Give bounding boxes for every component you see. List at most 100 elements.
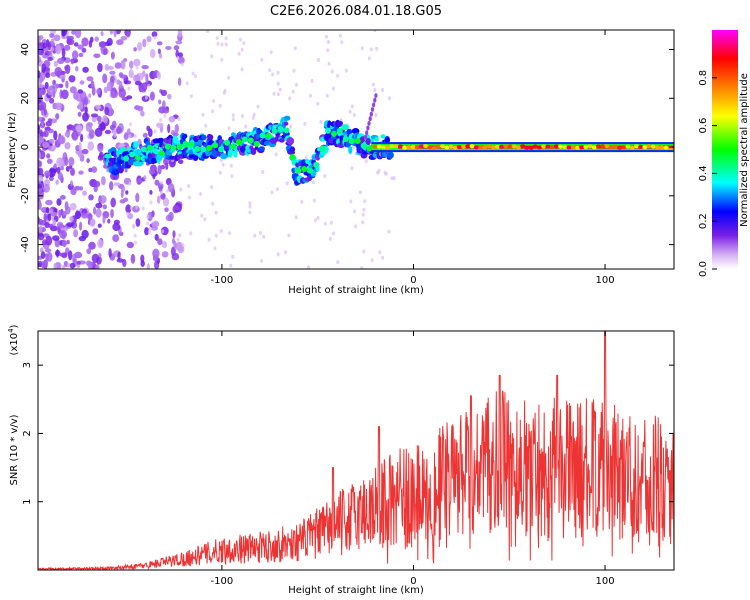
noise-blob — [291, 89, 295, 94]
noise-blob — [381, 88, 385, 92]
noise-blob — [95, 208, 102, 218]
noise-blob — [157, 182, 164, 190]
spectral-blob — [336, 120, 343, 126]
noise-blob — [146, 263, 150, 269]
noise-blob — [38, 116, 43, 122]
noise-blob — [71, 50, 79, 60]
noise-blob — [133, 233, 137, 238]
noise-blob — [229, 263, 233, 268]
noise-blob — [177, 56, 185, 64]
carrier-blob — [591, 145, 597, 150]
noise-blob — [46, 252, 53, 262]
noise-blob — [64, 156, 69, 167]
noise-blob — [88, 241, 96, 250]
noise-blob — [363, 199, 367, 204]
noise-blob — [40, 101, 47, 111]
noise-blob — [110, 208, 114, 219]
noise-blob — [219, 158, 223, 163]
spectral-blob — [348, 146, 353, 155]
noise-blob — [91, 253, 100, 263]
carrier-blob — [575, 145, 580, 150]
noise-blob — [344, 68, 348, 73]
noise-blob — [77, 111, 82, 117]
carrier-blob — [596, 144, 601, 149]
noise-blob — [133, 74, 138, 82]
spectrogram-x-ticks: -100 0 100 — [211, 30, 615, 286]
noise-blob — [260, 57, 264, 62]
noise-blob — [215, 36, 219, 41]
noise-blob — [164, 207, 169, 213]
noise-blob — [91, 86, 96, 96]
noise-blob — [240, 47, 244, 52]
noise-blob — [327, 61, 331, 66]
noise-blob — [70, 58, 75, 65]
noise-blob — [60, 195, 66, 200]
spectral-blob — [364, 134, 368, 140]
noise-blob — [136, 178, 143, 184]
noise-blob — [276, 81, 280, 86]
noise-blob — [86, 158, 90, 164]
noise-blob — [75, 65, 79, 72]
noise-blob — [38, 48, 41, 56]
spectral-blob — [201, 134, 207, 140]
noise-blob — [74, 210, 81, 220]
noise-blob — [147, 83, 151, 88]
carrier-blob — [617, 145, 623, 150]
noise-blob — [38, 71, 46, 82]
noise-blob — [360, 266, 364, 269]
noise-blob — [360, 46, 364, 51]
noise-blob — [271, 72, 275, 77]
noise-blob — [97, 239, 104, 249]
noise-blob — [113, 30, 117, 38]
x-tick-label: -100 — [211, 275, 234, 286]
colorbar-gradient — [712, 30, 738, 269]
noise-blob — [275, 187, 279, 192]
noise-blob — [70, 167, 75, 176]
noise-blob — [159, 118, 163, 122]
spectral-blob — [372, 102, 376, 108]
noise-blob — [151, 221, 158, 227]
noise-blob — [325, 93, 329, 98]
noise-blob — [300, 199, 304, 204]
noise-blob — [175, 40, 183, 45]
carrier-blob — [537, 145, 542, 150]
noise-blob — [59, 252, 68, 258]
noise-blob — [38, 233, 45, 241]
noise-blob — [44, 248, 52, 253]
carrier-blob — [545, 144, 551, 149]
noise-blob — [47, 212, 52, 222]
noise-blob — [135, 218, 141, 227]
noise-blob — [104, 129, 112, 135]
noise-blob — [134, 80, 142, 86]
noise-blob — [53, 60, 59, 68]
noise-blob — [70, 188, 77, 196]
spectral-blob — [279, 138, 285, 143]
noise-blob — [149, 190, 153, 195]
noise-blob — [390, 176, 394, 181]
noise-blob — [52, 164, 58, 169]
noise-blob — [349, 199, 353, 204]
noise-blob — [141, 65, 149, 70]
noise-blob — [259, 230, 262, 235]
carrier-blob — [486, 144, 492, 149]
noise-blob — [82, 112, 89, 122]
noise-blob — [41, 141, 50, 148]
noise-blob — [38, 200, 42, 211]
carrier-blob — [465, 144, 471, 149]
y-tick-label: 2 — [22, 430, 33, 436]
noise-blob — [53, 34, 61, 42]
noise-blob — [212, 99, 215, 103]
spectral-peak — [307, 167, 314, 174]
carrier-blob — [482, 145, 488, 150]
noise-blob — [165, 46, 172, 50]
noise-blob — [364, 159, 368, 164]
noise-blob — [116, 258, 124, 263]
noise-blob — [135, 65, 139, 70]
spectral-peak — [360, 142, 367, 149]
noise-blob — [49, 97, 55, 104]
noise-blob — [41, 63, 46, 73]
spectrogram-panel: -100 0 100 40 20 0 -20 -40 Height of straight … — [7, 29, 675, 296]
noise-blob — [54, 208, 58, 213]
noise-blob — [292, 68, 296, 73]
noise-blob — [163, 114, 167, 118]
